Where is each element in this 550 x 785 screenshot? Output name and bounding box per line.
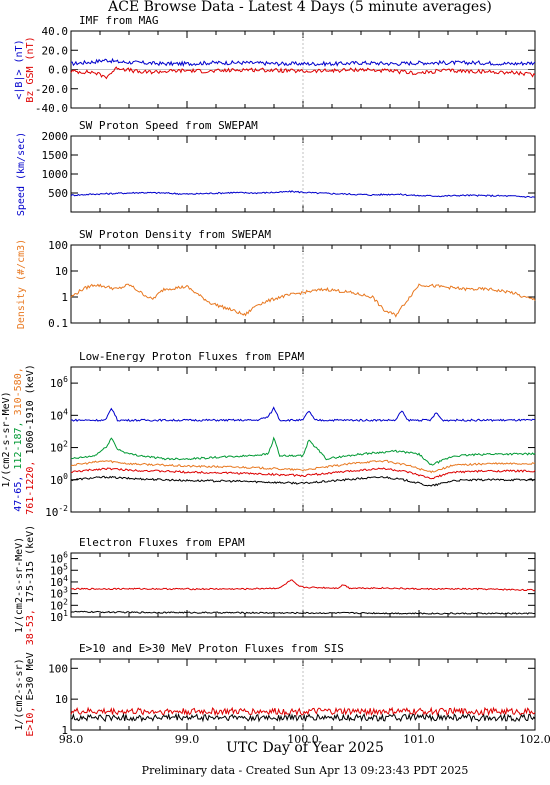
series-line xyxy=(70,475,536,487)
figure-title: ACE Browse Data - Latest 4 Days (5 minut… xyxy=(107,0,492,15)
y-tick-label: 20.0 xyxy=(42,44,69,57)
y-tick-label: 1 xyxy=(61,724,68,737)
y-tick-label: 2000 xyxy=(42,130,69,143)
panel-2: SW Proton Speed from SWEPAM 2000 1500 1000 5… xyxy=(16,119,536,216)
series-line xyxy=(70,579,536,592)
x-axis-label: UTC Day of Year 2025 xyxy=(226,740,384,756)
y-axis-label: <|B|> (nT)Bz GSM (nT) xyxy=(14,36,36,102)
x-tick-label: 98.0 xyxy=(59,733,84,746)
y-tick-label: 10 xyxy=(55,693,68,706)
y-tick-label: 1000 xyxy=(42,168,69,181)
x-tick-label: 100.0 xyxy=(287,733,319,746)
y-tick-label: 100 xyxy=(48,662,68,675)
x-tick-label: 102.0 xyxy=(519,733,550,746)
panel-1: IMF from MAG 40.0 20.0 0.0 -20.0 -40.0<|B|> (… xyxy=(14,14,536,115)
panel-3: SW Proton Density from SWEPAM 100 10 1 0.1 De… xyxy=(16,228,536,330)
y-tick-label: 1 xyxy=(61,291,68,304)
y-axis-label: Speed (km/sec) xyxy=(16,132,27,216)
series-line xyxy=(70,57,536,68)
footer-text: Preliminary data - Created Sun Apr 13 09… xyxy=(142,764,469,777)
y-axis-label: 1/(cm2-s-sr-MeV)38-53, 175-315 (keV) xyxy=(14,525,36,645)
y-tick-label: 1500 xyxy=(42,149,69,162)
y-tick-label: 0.0 xyxy=(48,64,68,77)
y-tick-label: 101 xyxy=(50,609,68,624)
y-tick-label: 0.1 xyxy=(48,317,68,330)
panel-title: IMF from MAG xyxy=(79,14,158,27)
y-tick-label: -40.0 xyxy=(35,102,68,115)
y-tick-label: 500 xyxy=(48,187,68,200)
y-tick-label: 100 xyxy=(50,472,68,487)
y-tick-label: 106 xyxy=(50,375,68,390)
y-tick-label: -20.0 xyxy=(35,83,68,96)
y-axis-label: 1/(cm2-s-sr)E>10, E>30 MeV xyxy=(14,652,36,736)
series-line xyxy=(70,706,536,717)
panel-5: Electron Fluxes from EPAM 106105104103102… xyxy=(14,525,536,645)
series-line xyxy=(70,283,536,318)
y-axis-label: 1/(cm2-s-sr-MeV)47-65, 112-187, 310-580,… xyxy=(1,364,36,515)
y-axis-label: Density (#/cm3) xyxy=(16,239,27,329)
x-tick-label: 101.0 xyxy=(403,733,435,746)
series-line xyxy=(70,610,536,615)
series-line xyxy=(70,436,536,466)
y-tick-label: 10 xyxy=(55,265,68,278)
series-line xyxy=(70,190,536,198)
series-line xyxy=(70,459,536,474)
y-tick-label: 100 xyxy=(48,239,68,252)
y-tick-label: 102 xyxy=(50,440,68,455)
panel-title: Low-Energy Proton Fluxes from EPAM xyxy=(79,350,305,363)
y-tick-label: 104 xyxy=(50,574,68,589)
y-tick-label: 10-2 xyxy=(45,504,68,519)
y-tick-label: 103 xyxy=(50,586,68,601)
y-tick-label: 102 xyxy=(50,597,68,612)
panel-title: SW Proton Speed from SWEPAM xyxy=(79,119,258,132)
x-axis: 98.0 99.0 100.0 101.0 102.0 xyxy=(59,733,550,746)
series-line xyxy=(70,66,536,80)
y-tick-label: 40.0 xyxy=(42,25,69,38)
panel-title: E>10 and E>30 MeV Proton Fluxes from SIS xyxy=(79,642,344,655)
y-tick-label: 104 xyxy=(50,407,68,422)
series-line xyxy=(70,467,536,480)
series-line xyxy=(70,406,536,422)
panel-4: Low-Energy Proton Fluxes from EPAM 106 104… xyxy=(1,350,536,519)
y-tick-label: 106 xyxy=(50,551,68,566)
panels: IMF from MAG 40.0 20.0 0.0 -20.0 -40.0<|B|> (… xyxy=(1,14,536,737)
plot-frame xyxy=(70,244,536,324)
panel-title: Electron Fluxes from EPAM xyxy=(79,536,245,549)
series-line xyxy=(71,712,536,723)
y-tick-label: 105 xyxy=(50,562,68,577)
x-tick-label: 99.0 xyxy=(175,733,200,746)
panel-6: E>10 and E>30 MeV Proton Fluxes from SIS… xyxy=(14,642,536,737)
panel-title: SW Proton Density from SWEPAM xyxy=(79,228,271,241)
